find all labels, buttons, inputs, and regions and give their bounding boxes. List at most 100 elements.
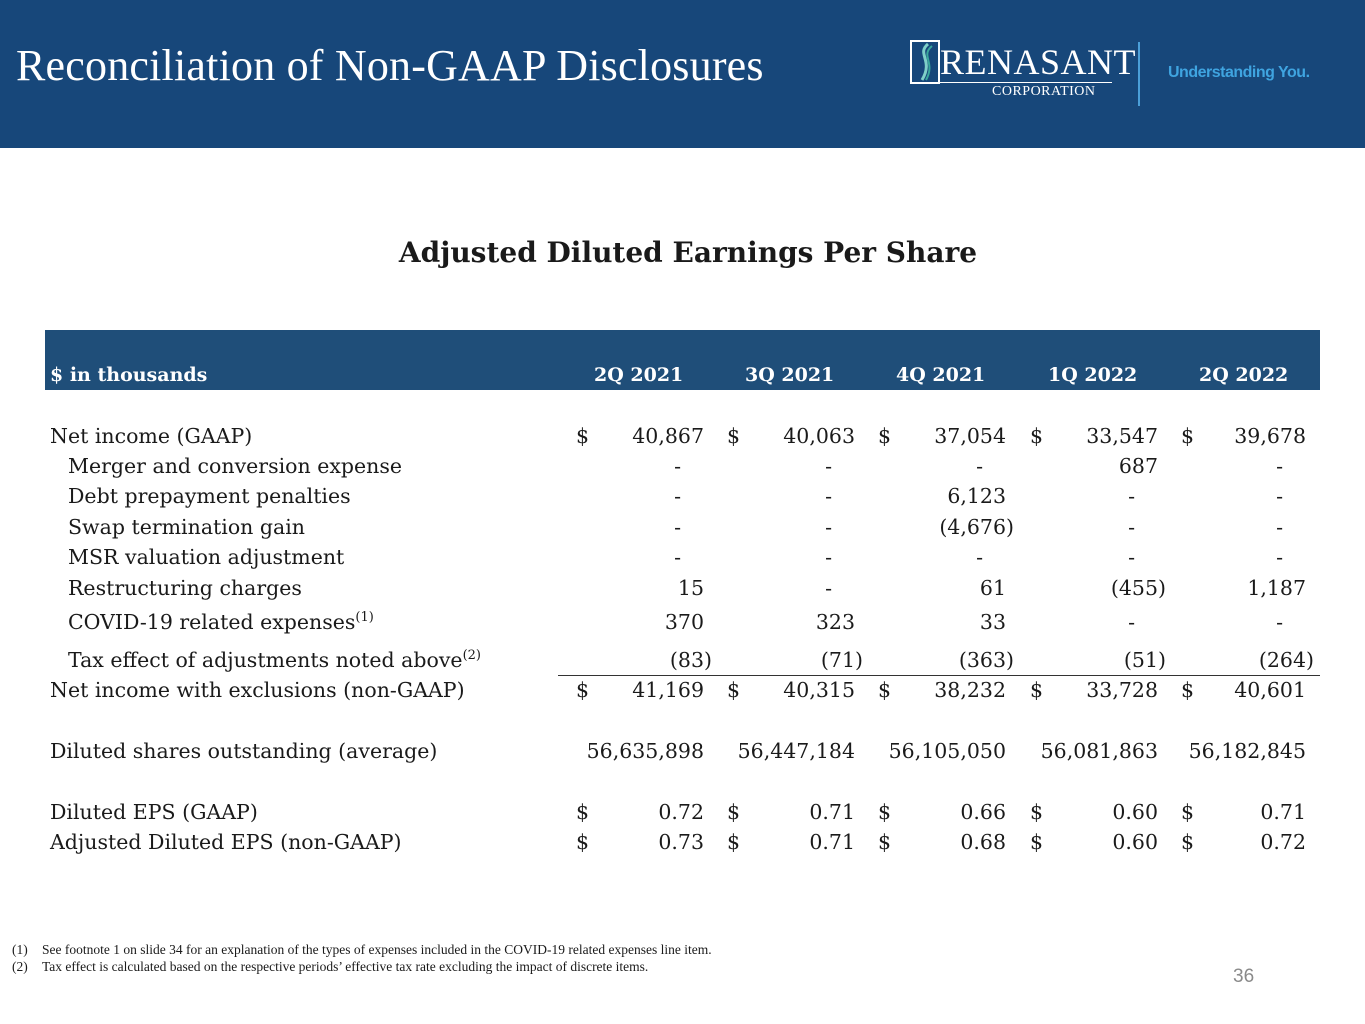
currency-symbol: $: [1181, 424, 1195, 448]
table-cell: (455): [1110, 576, 1166, 600]
tagline: Understanding You.: [1168, 64, 1310, 81]
table-cell: -: [1276, 545, 1283, 569]
table-cell: 41,169: [632, 678, 704, 702]
table-cell: 56,447,184: [737, 739, 855, 763]
table-cell: -: [1276, 515, 1283, 539]
currency-symbol: $: [878, 800, 892, 824]
row-label: MSR valuation adjustment: [68, 545, 345, 569]
table-cell: -: [1276, 610, 1283, 634]
logo-text: RENASANT: [940, 42, 1137, 82]
table-cell: 15: [677, 576, 704, 600]
table-cell: -: [1128, 610, 1135, 634]
logo-subtext: CORPORATION: [992, 84, 1096, 99]
table-cell: -: [825, 454, 832, 478]
currency-symbol: $: [727, 830, 741, 854]
currency-symbol: $: [1030, 830, 1044, 854]
table-cell: 33: [979, 610, 1006, 634]
logo-emblem-icon: [910, 40, 940, 84]
table-cell: -: [674, 515, 681, 539]
table-cell: 0.60: [1112, 830, 1158, 854]
table-cell: 33,728: [1086, 678, 1158, 702]
unit-label: $ in thousands: [50, 364, 208, 386]
column-header: 2Q 2022: [1199, 364, 1289, 386]
renasant-logo: RENASANT CORPORATION: [910, 38, 1136, 102]
table-cell: (4,676): [939, 515, 1014, 539]
slide-title: Reconciliation of Non-GAAP Disclosures: [16, 41, 764, 90]
table-cell: 0.60: [1112, 800, 1158, 824]
currency-symbol: $: [727, 678, 741, 702]
table-cell: -: [674, 454, 681, 478]
row-label: Debt prepayment penalties: [68, 484, 351, 508]
page-number: 36: [1233, 966, 1255, 987]
table-cell: 6,123: [947, 484, 1006, 508]
currency-symbol: $: [576, 678, 590, 702]
currency-symbol: $: [878, 424, 892, 448]
table-cell: 0.66: [960, 800, 1006, 824]
table-cell: (264): [1258, 648, 1314, 672]
column-header: 4Q 2021: [896, 364, 986, 386]
table-cell: 37,054: [934, 424, 1006, 448]
table-cell: 0.72: [658, 800, 704, 824]
column-header: 1Q 2022: [1048, 364, 1138, 386]
currency-symbol: $: [1181, 800, 1195, 824]
footnotes: (1) See footnote 1 on slide 34 for an exp…: [12, 941, 712, 975]
currency-symbol: $: [727, 800, 741, 824]
row-label: Net income with exclusions (non-GAAP): [50, 678, 465, 702]
table-cell: -: [976, 545, 983, 569]
table-cell: 56,081,863: [1040, 739, 1158, 763]
table-cell: -: [1128, 515, 1135, 539]
table-cell: -: [825, 545, 832, 569]
table-cell: -: [1128, 484, 1135, 508]
row-label: Diluted EPS (GAAP): [50, 800, 258, 824]
table-cell: -: [1276, 484, 1283, 508]
currency-symbol: $: [727, 424, 741, 448]
table-cell: 40,867: [632, 424, 704, 448]
row-label: Restructuring charges: [68, 576, 302, 600]
table-cell: -: [1128, 545, 1135, 569]
table-cell: -: [674, 545, 681, 569]
table-cell: -: [674, 484, 681, 508]
table-cell: 323: [815, 610, 855, 634]
subtotal-rule: [558, 675, 1320, 676]
table-cell: 61: [979, 576, 1006, 600]
footnote-2: (2) Tax effect is calculated based on the…: [12, 959, 649, 974]
row-label: Swap termination gain: [68, 515, 306, 539]
footnote-1: (1) See footnote 1 on slide 34 for an exp…: [12, 942, 712, 957]
currency-symbol: $: [878, 830, 892, 854]
row-label: Merger and conversion expense: [68, 454, 403, 478]
table-cell: (363): [958, 648, 1014, 672]
row-label: Diluted shares outstanding (average): [50, 739, 438, 763]
table-header: [45, 330, 1320, 390]
table-cell: 56,635,898: [586, 739, 704, 763]
table-title: Adjusted Diluted Earnings Per Share: [398, 236, 978, 269]
column-header: 2Q 2021: [594, 364, 684, 386]
table-cell: 33,547: [1086, 424, 1158, 448]
logo-rule: [940, 82, 1112, 83]
row-label: Net income (GAAP): [50, 424, 253, 448]
currency-symbol: $: [576, 800, 590, 824]
currency-symbol: $: [1030, 678, 1044, 702]
table-cell: 0.73: [658, 830, 704, 854]
table-cell: 0.68: [960, 830, 1006, 854]
currency-symbol: $: [576, 830, 590, 854]
table-cell: -: [976, 454, 983, 478]
table-cell: 56,182,845: [1188, 739, 1306, 763]
table-cell: 0.71: [809, 800, 855, 824]
currency-symbol: $: [878, 678, 892, 702]
table-cell: 0.71: [809, 830, 855, 854]
table-cell: 370: [664, 610, 704, 634]
table-cell: 687: [1118, 454, 1158, 478]
table-cell: 0.71: [1260, 800, 1306, 824]
table-cell: 38,232: [934, 678, 1006, 702]
currency-symbol: $: [1030, 424, 1044, 448]
row-label: Adjusted Diluted EPS (non-GAAP): [50, 830, 402, 854]
table-cell: 39,678: [1234, 424, 1306, 448]
row-label: Tax effect of adjustments noted above(2): [68, 648, 481, 672]
currency-symbol: $: [1181, 830, 1195, 854]
title-banner: Reconciliation of Non-GAAP Disclosures R…: [0, 0, 1365, 148]
table-cell: 40,601: [1234, 678, 1306, 702]
table-cell: (71): [820, 648, 863, 672]
table-cell: -: [1276, 454, 1283, 478]
table-cell: -: [825, 515, 832, 539]
column-header: 3Q 2021: [745, 364, 835, 386]
